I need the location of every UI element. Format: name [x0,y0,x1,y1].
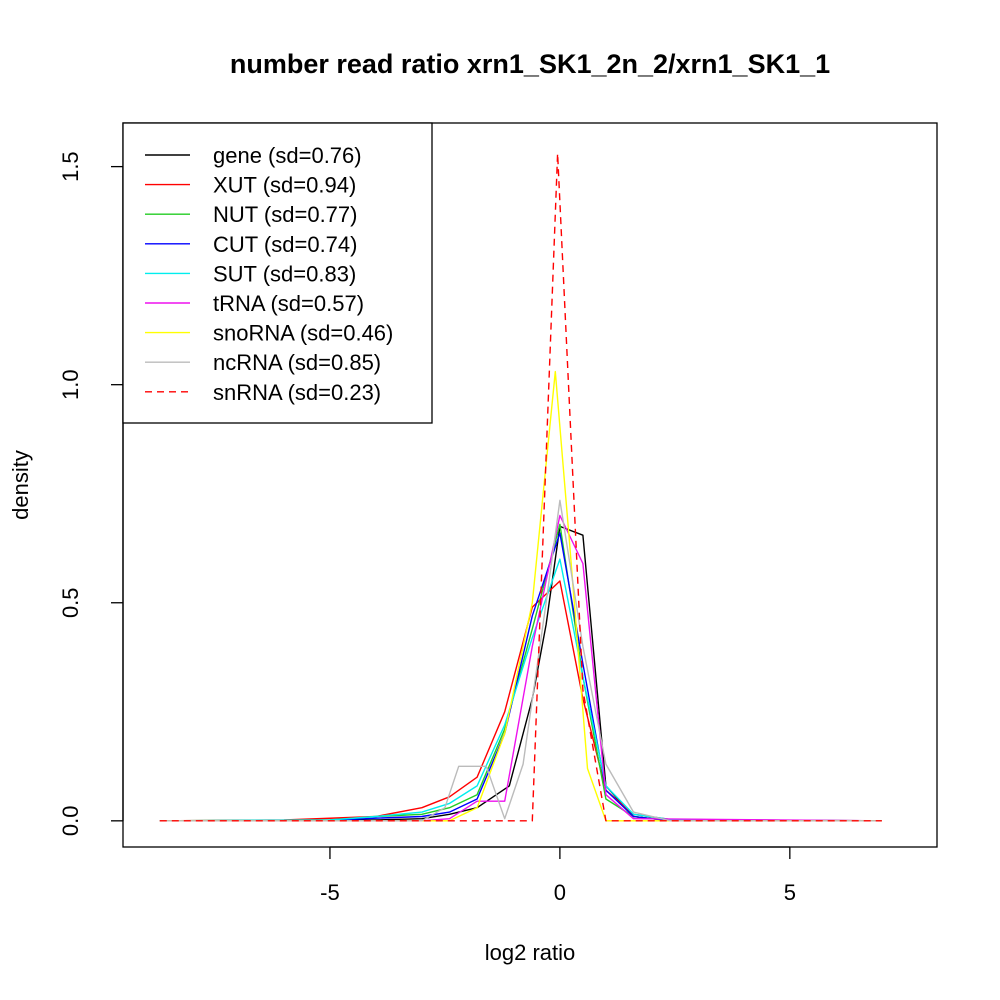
series-line-8 [159,152,882,822]
series-line-7 [159,499,882,822]
series-line-3 [159,532,882,822]
series-layer [159,152,882,822]
legend-label: snoRNA (sd=0.46) [213,321,393,346]
y-axis-label: density [8,450,33,520]
y-tick-label: 0.5 [58,587,83,618]
legend-label: tRNA (sd=0.57) [213,291,364,316]
x-axis: -5 0 5 [320,846,796,905]
x-tick-label: 0 [554,880,566,905]
x-tick-label: 5 [784,880,796,905]
y-tick-label: 0.0 [58,806,83,837]
legend-label: NUT (sd=0.77) [213,202,357,227]
y-tick-label: 1.0 [58,369,83,400]
x-tick-label: -5 [320,880,340,905]
legend: gene (sd=0.76) XUT (sd=0.94) NUT (sd=0.77)… [122,122,433,424]
series-line-4 [159,558,882,822]
legend-label: gene (sd=0.76) [213,143,362,168]
y-axis: 0.0 0.5 1.0 1.5 [58,151,124,837]
y-tick-label: 1.5 [58,151,83,182]
legend-label: CUT (sd=0.74) [213,232,357,257]
series-line-6 [159,370,882,822]
legend-label: snRNA (sd=0.23) [213,380,381,405]
legend-label: SUT (sd=0.83) [213,261,356,286]
x-axis-label: log2 ratio [485,940,576,965]
chart-title: number read ratio xrn1_SK1_2n_2/xrn1_SK1… [230,49,830,79]
series-line-5 [159,514,882,822]
legend-label: ncRNA (sd=0.85) [213,350,381,375]
series-line-1 [159,580,882,822]
legend-label: XUT (sd=0.94) [213,173,356,198]
